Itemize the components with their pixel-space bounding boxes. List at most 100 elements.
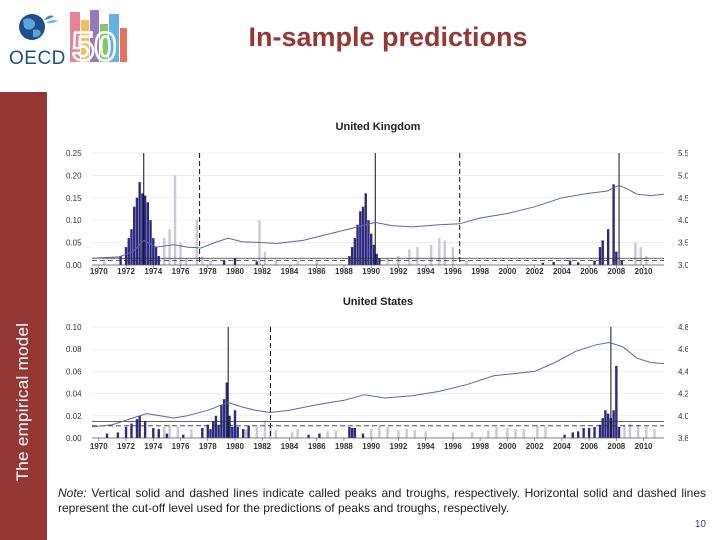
x-tick-label: 1998 bbox=[471, 267, 489, 276]
peak-probability-bar bbox=[359, 211, 362, 265]
y-tick-label: 0.02 bbox=[66, 412, 82, 421]
trough-probability-bar bbox=[176, 426, 179, 438]
trough-probability-bar bbox=[438, 238, 441, 265]
trough-probability-bar bbox=[369, 429, 373, 438]
trough-probability-bar bbox=[296, 429, 299, 438]
chart-panel-1: United States 0.00 0.02 0.04 0.06 0.08 0.10 3.8… bbox=[66, 296, 688, 451]
peak-probability-bar bbox=[375, 253, 378, 265]
trough-probability-bar bbox=[274, 260, 278, 265]
peak-probability-bar bbox=[143, 195, 147, 265]
peak-probability-bar bbox=[124, 426, 128, 438]
peak-probability-bar bbox=[241, 429, 245, 438]
peak-probability-bar bbox=[214, 415, 218, 438]
peak-probability-bar bbox=[563, 434, 566, 438]
x-tick-label: 1974 bbox=[144, 442, 162, 451]
trough-probability-bar bbox=[408, 249, 411, 265]
y-tick-label: 0.05 bbox=[66, 239, 82, 248]
peak-probability-bar bbox=[116, 432, 120, 438]
trough-probability-bar bbox=[201, 256, 204, 265]
peak-probability-bar bbox=[135, 197, 139, 265]
peak-probability-bar bbox=[130, 423, 133, 438]
x-tick-label: 1986 bbox=[308, 442, 326, 451]
peak-probability-bar bbox=[617, 426, 621, 438]
peak-probability-bar bbox=[222, 260, 226, 265]
peak-probability-bar bbox=[127, 238, 130, 265]
y2-tick-label: 4.6 bbox=[678, 345, 688, 354]
trough-probability-bar bbox=[645, 426, 648, 438]
peak-probability-bar bbox=[593, 260, 596, 265]
trough-probability-bar bbox=[162, 426, 166, 438]
trough-probability-bar bbox=[443, 240, 446, 265]
trough-probability-bar bbox=[465, 260, 468, 265]
y2-tick-label: 5.0 bbox=[678, 171, 688, 180]
peak-probability-bar bbox=[165, 433, 169, 438]
trough-probability-bar bbox=[424, 431, 427, 438]
note-label: Note: bbox=[58, 486, 87, 500]
trough-probability-bar bbox=[386, 258, 389, 265]
y2-tick-label: 4.5 bbox=[678, 194, 688, 203]
slide-title: In-sample predictions bbox=[248, 22, 528, 52]
peak-probability-bar bbox=[582, 428, 585, 438]
trough-probability-bar bbox=[506, 428, 509, 438]
y-tick-label: 0.00 bbox=[66, 261, 82, 270]
x-tick-label: 1982 bbox=[253, 442, 271, 451]
peak-probability-bar bbox=[604, 410, 607, 438]
y-tick-label: 0.04 bbox=[66, 390, 82, 399]
peak-probability-bar bbox=[350, 428, 354, 438]
x-tick-label: 1990 bbox=[362, 442, 380, 451]
trough-probability-bar bbox=[386, 426, 389, 438]
x-tick-label: 2004 bbox=[553, 267, 571, 276]
oecd-wordmark: OECD bbox=[9, 48, 66, 68]
trough-probability-bar bbox=[416, 247, 419, 265]
x-tick-label: 2006 bbox=[580, 442, 598, 451]
trough-probability-bar bbox=[173, 175, 177, 265]
peak-probability-bar bbox=[552, 261, 555, 265]
x-tick-label: 1976 bbox=[172, 442, 190, 451]
trough-probability-bar bbox=[168, 229, 171, 265]
x-tick-label: 1972 bbox=[117, 267, 135, 276]
series-line bbox=[91, 184, 665, 259]
peak-probability-bar bbox=[350, 247, 354, 265]
trough-probability-bar bbox=[255, 426, 258, 438]
x-tick-label: 2002 bbox=[526, 442, 544, 451]
peak-probability-bar bbox=[105, 433, 109, 438]
globe-icon bbox=[19, 14, 58, 40]
peak-probability-bar bbox=[124, 247, 128, 265]
peak-probability-bar bbox=[593, 426, 596, 438]
x-tick-label: 2000 bbox=[498, 267, 516, 276]
peak-probability-bar bbox=[133, 206, 136, 265]
peak-probability-bar bbox=[206, 424, 209, 438]
trough-probability-bar bbox=[636, 424, 640, 438]
trough-probability-bar bbox=[653, 429, 656, 438]
trough-probability-bar bbox=[263, 421, 267, 438]
peak-probability-bar bbox=[372, 244, 376, 265]
trough-probability-bar bbox=[179, 242, 182, 265]
chart-title: United Kingdom bbox=[336, 121, 421, 133]
peak-probability-bar bbox=[236, 426, 239, 438]
x-tick-label: 1998 bbox=[471, 442, 489, 451]
peak-probability-bar bbox=[361, 206, 365, 265]
peak-probability-bar bbox=[152, 428, 155, 438]
peak-probability-bar bbox=[598, 247, 602, 265]
x-tick-label: 1996 bbox=[444, 267, 462, 276]
trough-probability-bar bbox=[522, 429, 525, 438]
chart-note: Note: Vertical solid and dashed lines in… bbox=[58, 486, 706, 515]
trough-probability-bar bbox=[451, 432, 455, 438]
y2-tick-label: 3.0 bbox=[678, 261, 688, 270]
peak-probability-bar bbox=[247, 425, 250, 438]
x-tick-label: 1980 bbox=[226, 442, 244, 451]
trough-probability-bar bbox=[544, 426, 547, 438]
note-text: Vertical solid and dashed lines indicate… bbox=[58, 486, 706, 515]
x-tick-label: 1988 bbox=[335, 267, 353, 276]
peak-probability-bar bbox=[233, 258, 237, 265]
x-tick-label: 1990 bbox=[362, 267, 380, 276]
series-line bbox=[91, 341, 665, 428]
peak-probability-bar bbox=[577, 431, 580, 438]
x-tick-label: 1984 bbox=[281, 267, 299, 276]
x-tick-label: 1980 bbox=[226, 267, 244, 276]
oecd-50-logo: OECD 50 bbox=[9, 10, 127, 68]
peak-probability-bar bbox=[152, 238, 155, 265]
peak-probability-bar bbox=[612, 184, 615, 265]
y2-tick-label: 3.8 bbox=[678, 434, 688, 443]
trough-probability-bar bbox=[429, 244, 433, 265]
